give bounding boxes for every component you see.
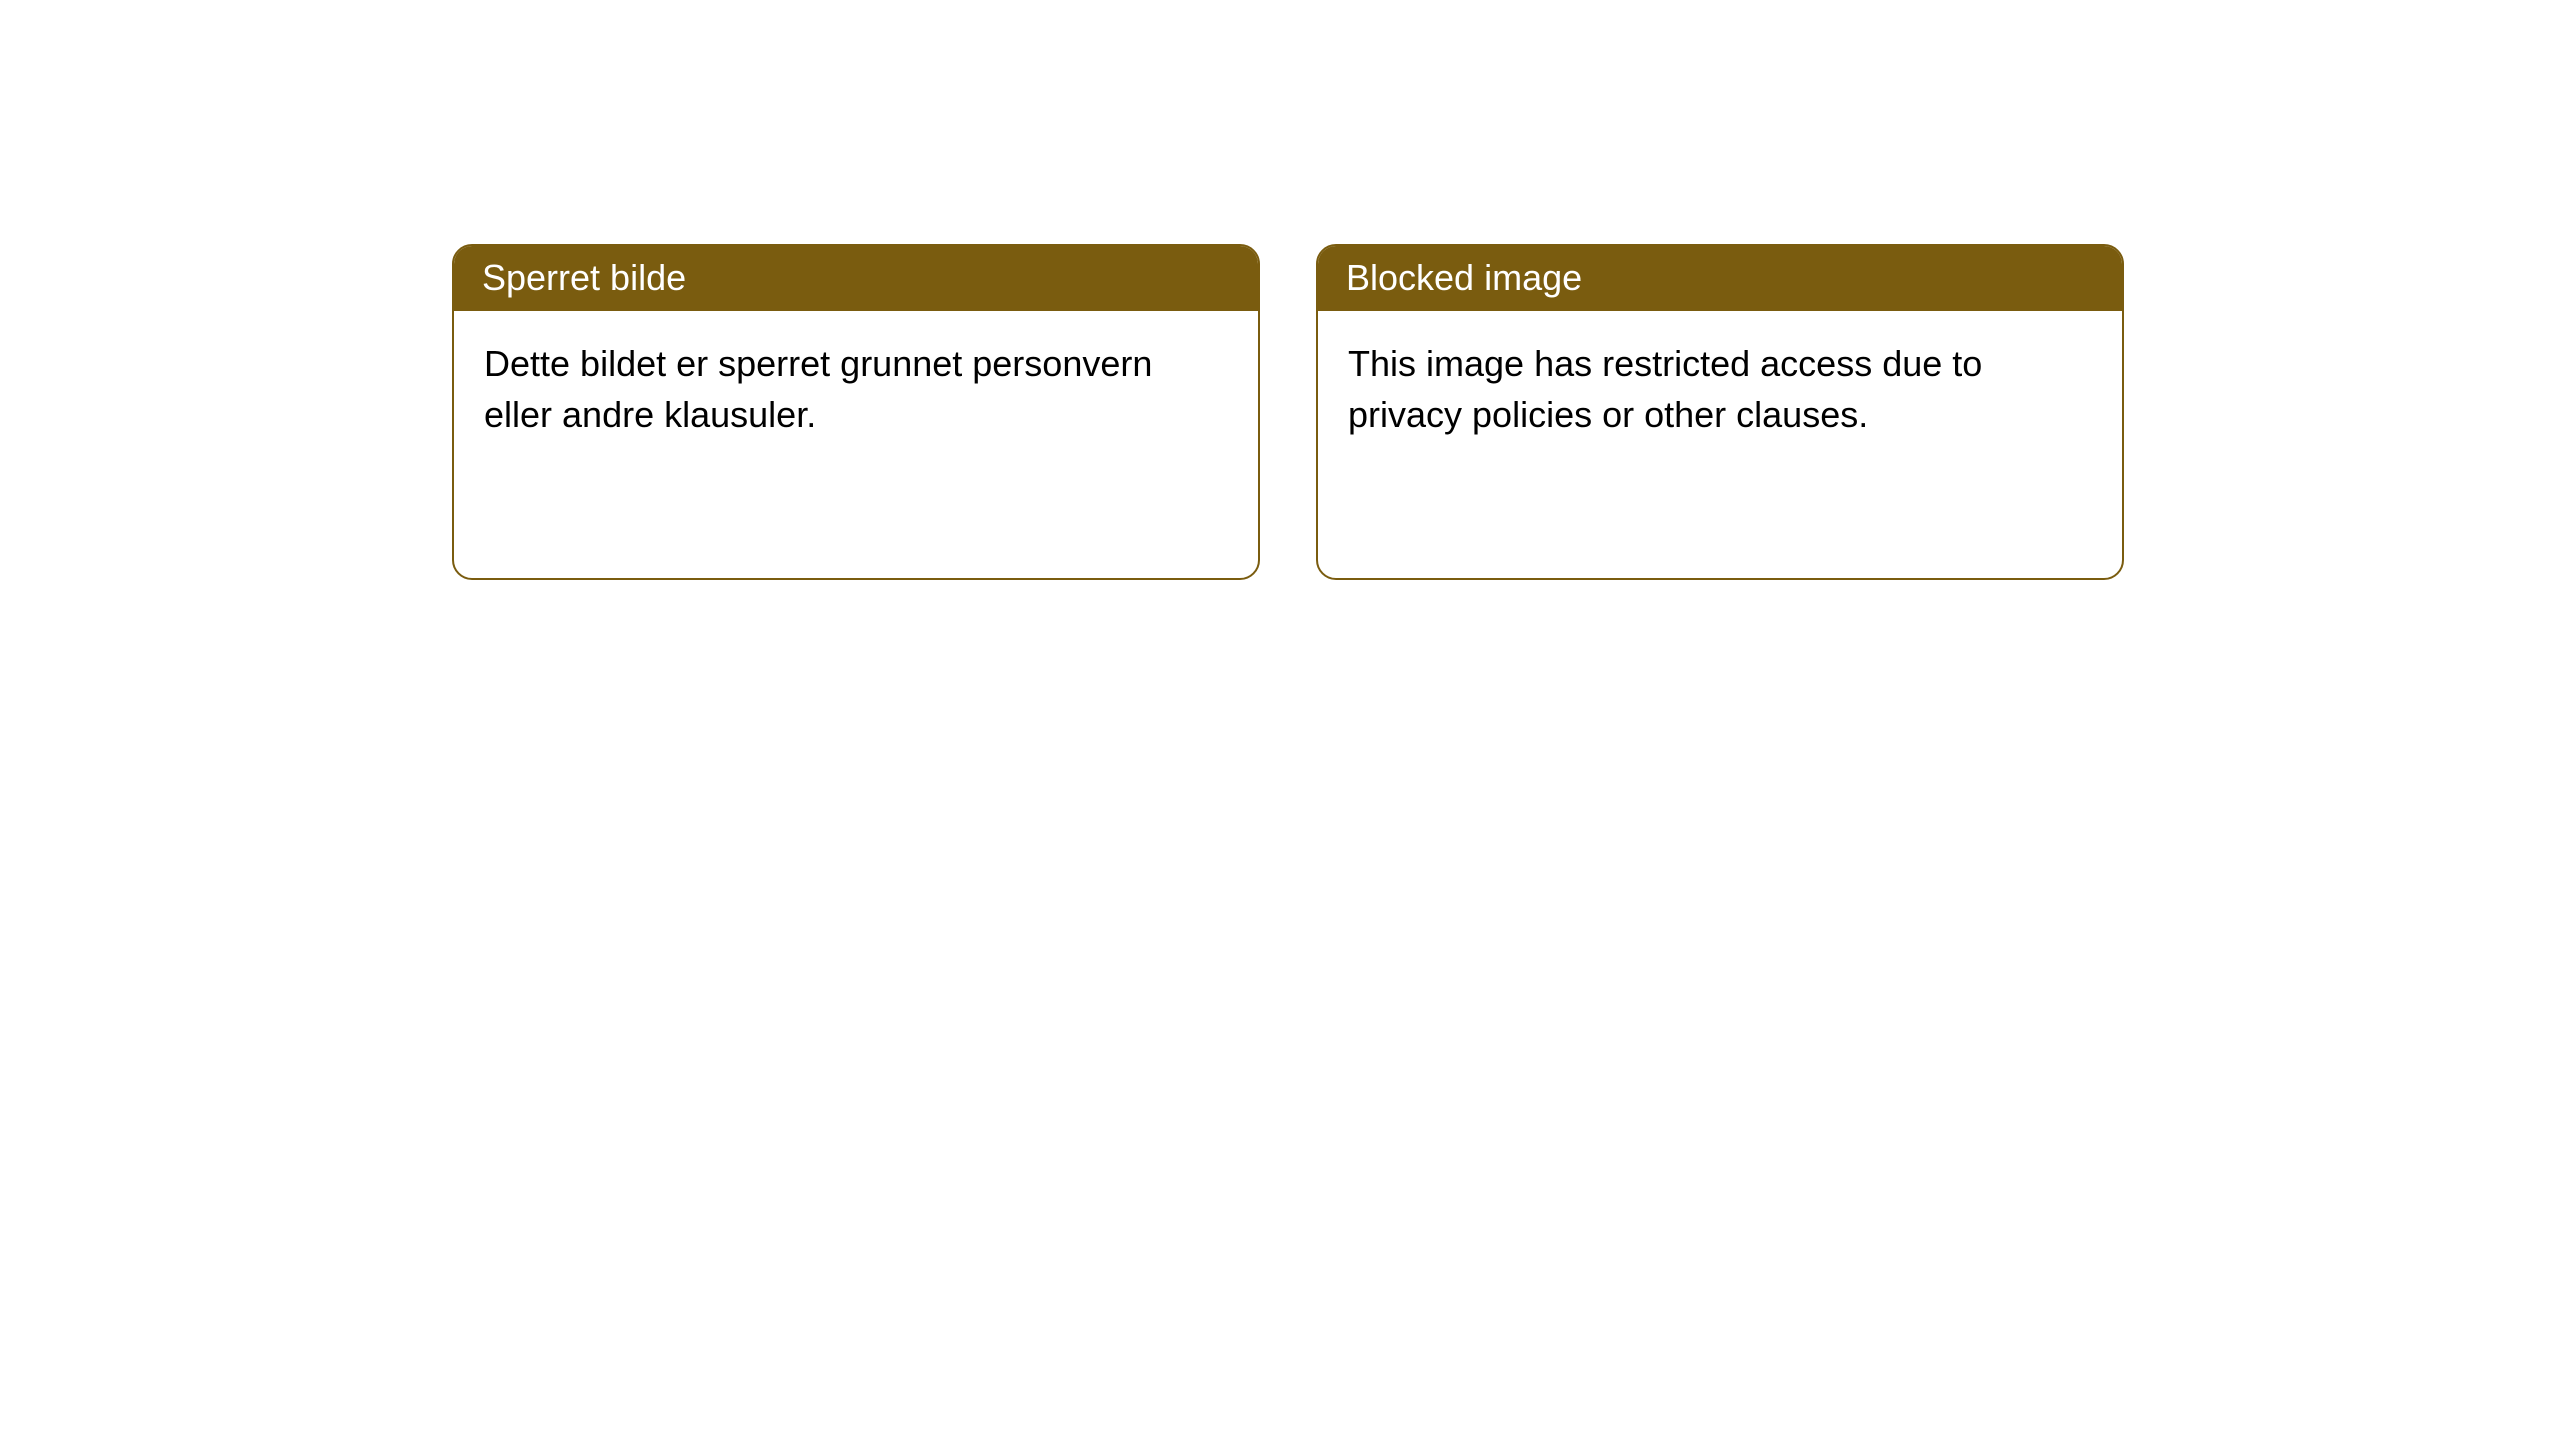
notice-body-english: This image has restricted access due to … xyxy=(1318,311,2122,468)
notice-body-norwegian: Dette bildet er sperret grunnet personve… xyxy=(454,311,1258,468)
notice-cards-container: Sperret bilde Dette bildet er sperret gr… xyxy=(0,0,2560,580)
notice-card-english: Blocked image This image has restricted … xyxy=(1316,244,2124,580)
notice-title-english: Blocked image xyxy=(1318,246,2122,311)
notice-card-norwegian: Sperret bilde Dette bildet er sperret gr… xyxy=(452,244,1260,580)
notice-title-norwegian: Sperret bilde xyxy=(454,246,1258,311)
